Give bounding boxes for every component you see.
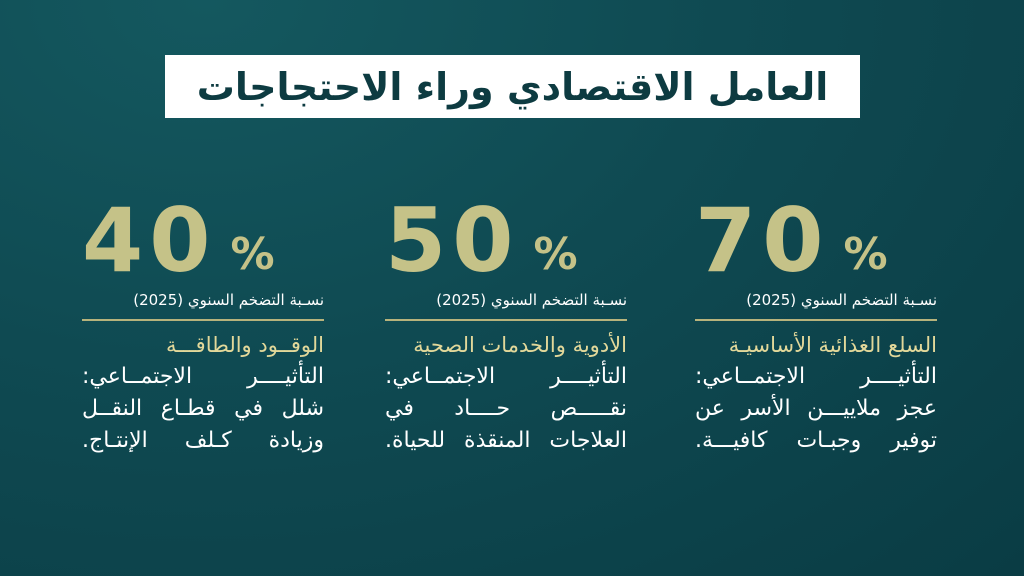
impact-text: التأثيــــر الاجتمــاعي: عجز ملاييـــن ا…: [695, 361, 937, 457]
impact-line: نقـــــص حــــاد في: [385, 396, 627, 421]
impact-line: العلاجات المنقذة للحياة.: [385, 428, 627, 453]
impact-line: توفير وجبـات كافيـــة.: [695, 428, 937, 453]
impact-text: التأثيــــر الاجتمــاعي: نقـــــص حــــا…: [385, 361, 627, 457]
percentage-display: 70 %: [695, 190, 937, 285]
percent-symbol: %: [843, 229, 888, 280]
impact-line: عجز ملاييـــن الأسر عن: [695, 396, 937, 421]
stat-column-food: 70 % نسـبة التضخم السنوي (2025) السلع ال…: [695, 190, 937, 457]
page-title: العامل الاقتصادي وراء الاحتجاجات: [196, 64, 829, 109]
divider-line: [82, 319, 324, 321]
title-banner: العامل الاقتصادي وراء الاحتجاجات: [165, 55, 860, 118]
impact-line: وزيادة كـلف الإنتـاج.: [82, 428, 324, 453]
percentage-display: 50 %: [385, 190, 627, 285]
category-heading: السلع الغذائية الأساسيـة: [728, 333, 937, 357]
divider-line: [385, 319, 627, 321]
percentage-value: 50: [385, 189, 520, 292]
inflation-subtitle: نسـبة التضخم السنوي (2025): [436, 291, 627, 309]
impact-line: التأثيــــر الاجتمــاعي:: [695, 364, 937, 389]
divider-line: [695, 319, 937, 321]
impact-text: التأثيــــر الاجتمــاعي: شلل في قطـاع ال…: [82, 361, 324, 457]
category-heading: الوقــود والطاقـــة: [165, 333, 324, 357]
inflation-subtitle: نسـبة التضخم السنوي (2025): [133, 291, 324, 309]
stat-column-fuel: 40 % نسـبة التضخم السنوي (2025) الوقــود…: [82, 190, 324, 457]
impact-line: التأثيــــر الاجتمــاعي:: [82, 364, 324, 389]
percent-symbol: %: [230, 229, 275, 280]
inflation-subtitle: نسـبة التضخم السنوي (2025): [746, 291, 937, 309]
impact-line: التأثيــــر الاجتمــاعي:: [385, 364, 627, 389]
percentage-value: 40: [82, 189, 217, 292]
percent-symbol: %: [533, 229, 578, 280]
category-heading: الأدوية والخدمات الصحية: [413, 333, 627, 357]
impact-line: شلل في قطـاع النقــل: [82, 396, 324, 421]
stat-column-medicine: 50 % نسـبة التضخم السنوي (2025) الأدوية …: [385, 190, 627, 457]
percentage-value: 70: [695, 189, 830, 292]
percentage-display: 40 %: [82, 190, 324, 285]
